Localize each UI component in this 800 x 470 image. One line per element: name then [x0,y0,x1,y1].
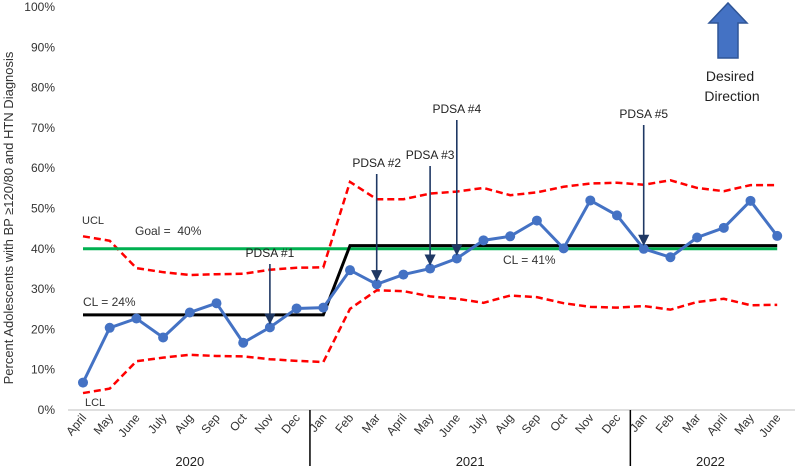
y-tick-label: 90% [31,40,55,54]
x-tick-label: May [91,411,116,437]
x-tick-label: Dec [599,411,623,436]
desired-direction-line2: Direction [704,88,759,104]
year-labels: 2020 2021 2022 [175,454,725,469]
lcl-label: LCL [85,397,105,409]
data-point [692,232,703,243]
y-axis-ticks: 0% 10% 20% 30% 40% 50% 60% 70% 80% 90% 100% [24,0,55,417]
data-point [425,263,436,274]
x-tick-label: June [115,411,143,440]
data-point [398,269,409,280]
data-point [451,253,462,264]
x-tick-label: Nov [572,411,596,436]
year-label: 2021 [456,454,485,469]
x-tick-label: Nov [252,411,276,436]
pdsa-label: PDSA #5 [619,107,668,121]
x-tick-label: April [384,411,410,438]
data-point [478,235,489,246]
x-tick-label: May [411,411,436,437]
data-point [745,195,756,206]
data-point [718,222,729,233]
y-tick-label: 50% [31,202,55,216]
pdsa-label: PDSA #3 [406,148,455,162]
lcl-line [82,289,778,395]
x-tick-label: Feb [332,411,356,436]
data-point [772,230,783,241]
x-tick-label: Feb [653,411,677,436]
data-point [291,303,302,314]
goal-label: Goal = 40% [135,224,202,238]
data-point [585,195,596,206]
x-tick-label: July [145,411,169,436]
x-tick-label: April [704,411,730,438]
data-series [78,195,783,388]
data-point [638,243,649,254]
data-point [665,252,676,263]
x-tick-label: Mar [359,411,383,436]
x-tick-label: April [63,411,89,438]
x-tick-label: Aug [172,411,196,436]
data-point [264,322,275,333]
data-point [612,210,622,221]
y-tick-label: 60% [31,161,55,175]
y-tick-label: 0% [38,403,56,417]
pdsa-label: PDSA #2 [352,156,401,170]
x-tick-label: Oct [227,410,250,434]
x-tick-label: July [465,411,489,436]
x-tick-label: Sep [198,411,223,437]
desired-direction-line1: Desired [706,68,754,84]
x-axis-ticks: April May June July Aug Sep Oct Nov Dec Jan Feb Mar… [63,410,784,439]
pdsa-annotations: PDSA #1 PDSA #2 PDSA #3 PDSA #4 PDSA #5 [246,102,668,325]
year-label: 2020 [175,454,204,469]
data-point [238,337,249,348]
data-point [505,231,516,242]
data-point [318,302,329,313]
data-point [131,313,142,324]
desired-direction-arrow-icon [707,1,749,59]
pdsa-label: PDSA #1 [246,246,295,260]
x-tick-label: June [756,411,784,440]
x-tick-label: Mar [679,411,703,436]
x-tick-label: May [732,411,757,437]
year-dividers [309,410,632,466]
data-point [184,307,195,318]
x-tick-label: Sep [519,411,544,437]
y-tick-label: 80% [31,81,55,95]
data-point [104,322,115,333]
x-tick-label: Aug [492,411,516,436]
data-point [531,215,542,226]
control-limits [82,179,778,395]
ucl-line [82,179,778,277]
cl-before-label: CL = 24% [83,295,136,309]
ucl-label: UCL [82,215,104,227]
pdsa-label: PDSA #4 [432,102,481,116]
cl-after-label: CL = 41% [503,253,556,267]
y-tick-label: 20% [31,322,55,336]
x-tick-label: Oct [547,410,570,434]
year-label: 2022 [696,454,725,469]
data-point [158,332,169,343]
data-point [78,377,88,388]
y-axis-label: Percent Adolescents with BP ≥120/80 and … [1,51,16,384]
x-tick-label: June [436,411,464,440]
data-point [345,265,355,276]
data-point [371,279,382,290]
y-tick-label: 30% [31,282,55,296]
y-tick-label: 70% [31,121,55,135]
y-tick-label: 40% [31,242,55,256]
data-point [211,298,222,309]
data-point [558,243,569,254]
x-tick-label: Dec [278,411,302,436]
y-tick-label: 100% [24,0,55,14]
y-tick-label: 10% [31,363,55,377]
